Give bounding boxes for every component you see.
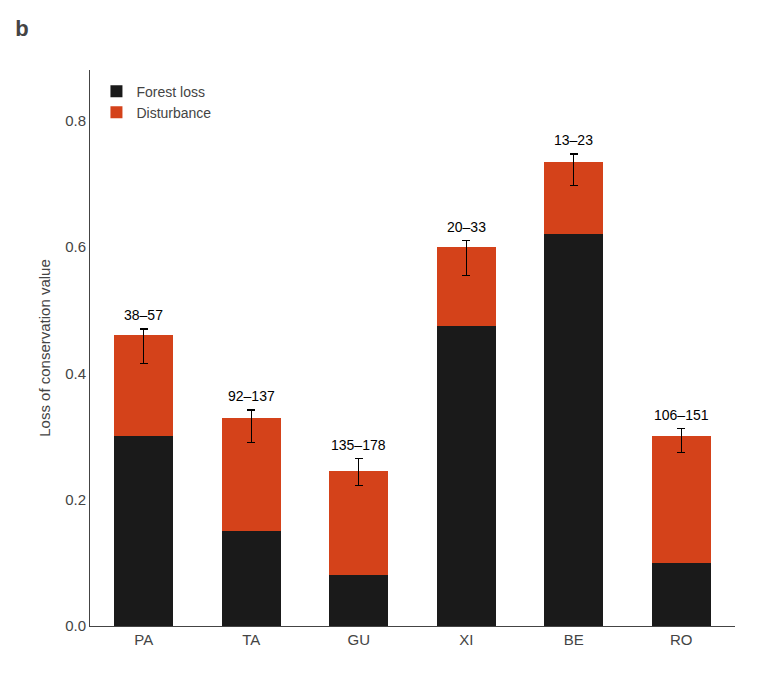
svg-text:0.2: 0.2 (65, 491, 86, 508)
svg-text:0.0: 0.0 (65, 617, 86, 634)
svg-text:20–33: 20–33 (447, 219, 486, 235)
svg-text:0.4: 0.4 (65, 365, 86, 382)
svg-text:Disturbance: Disturbance (136, 105, 211, 121)
svg-text:106–151: 106–151 (654, 407, 709, 423)
svg-text:RO: RO (670, 631, 693, 648)
svg-text:Forest loss: Forest loss (136, 84, 204, 100)
svg-text:0.8: 0.8 (65, 112, 86, 129)
svg-text:Loss of conservation value: Loss of conservation value (36, 259, 53, 437)
svg-text:38–57: 38–57 (124, 307, 163, 323)
svg-text:BE: BE (564, 631, 584, 648)
svg-text:PA: PA (134, 631, 153, 648)
svg-text:b: b (15, 16, 28, 41)
svg-text:92–137: 92–137 (228, 388, 275, 404)
svg-text:0.6: 0.6 (65, 238, 86, 255)
svg-text:13–23: 13–23 (554, 132, 593, 148)
svg-text:XI: XI (459, 631, 473, 648)
svg-text:TA: TA (242, 631, 260, 648)
svg-text:GU: GU (348, 631, 371, 648)
svg-text:135–178: 135–178 (331, 437, 386, 453)
